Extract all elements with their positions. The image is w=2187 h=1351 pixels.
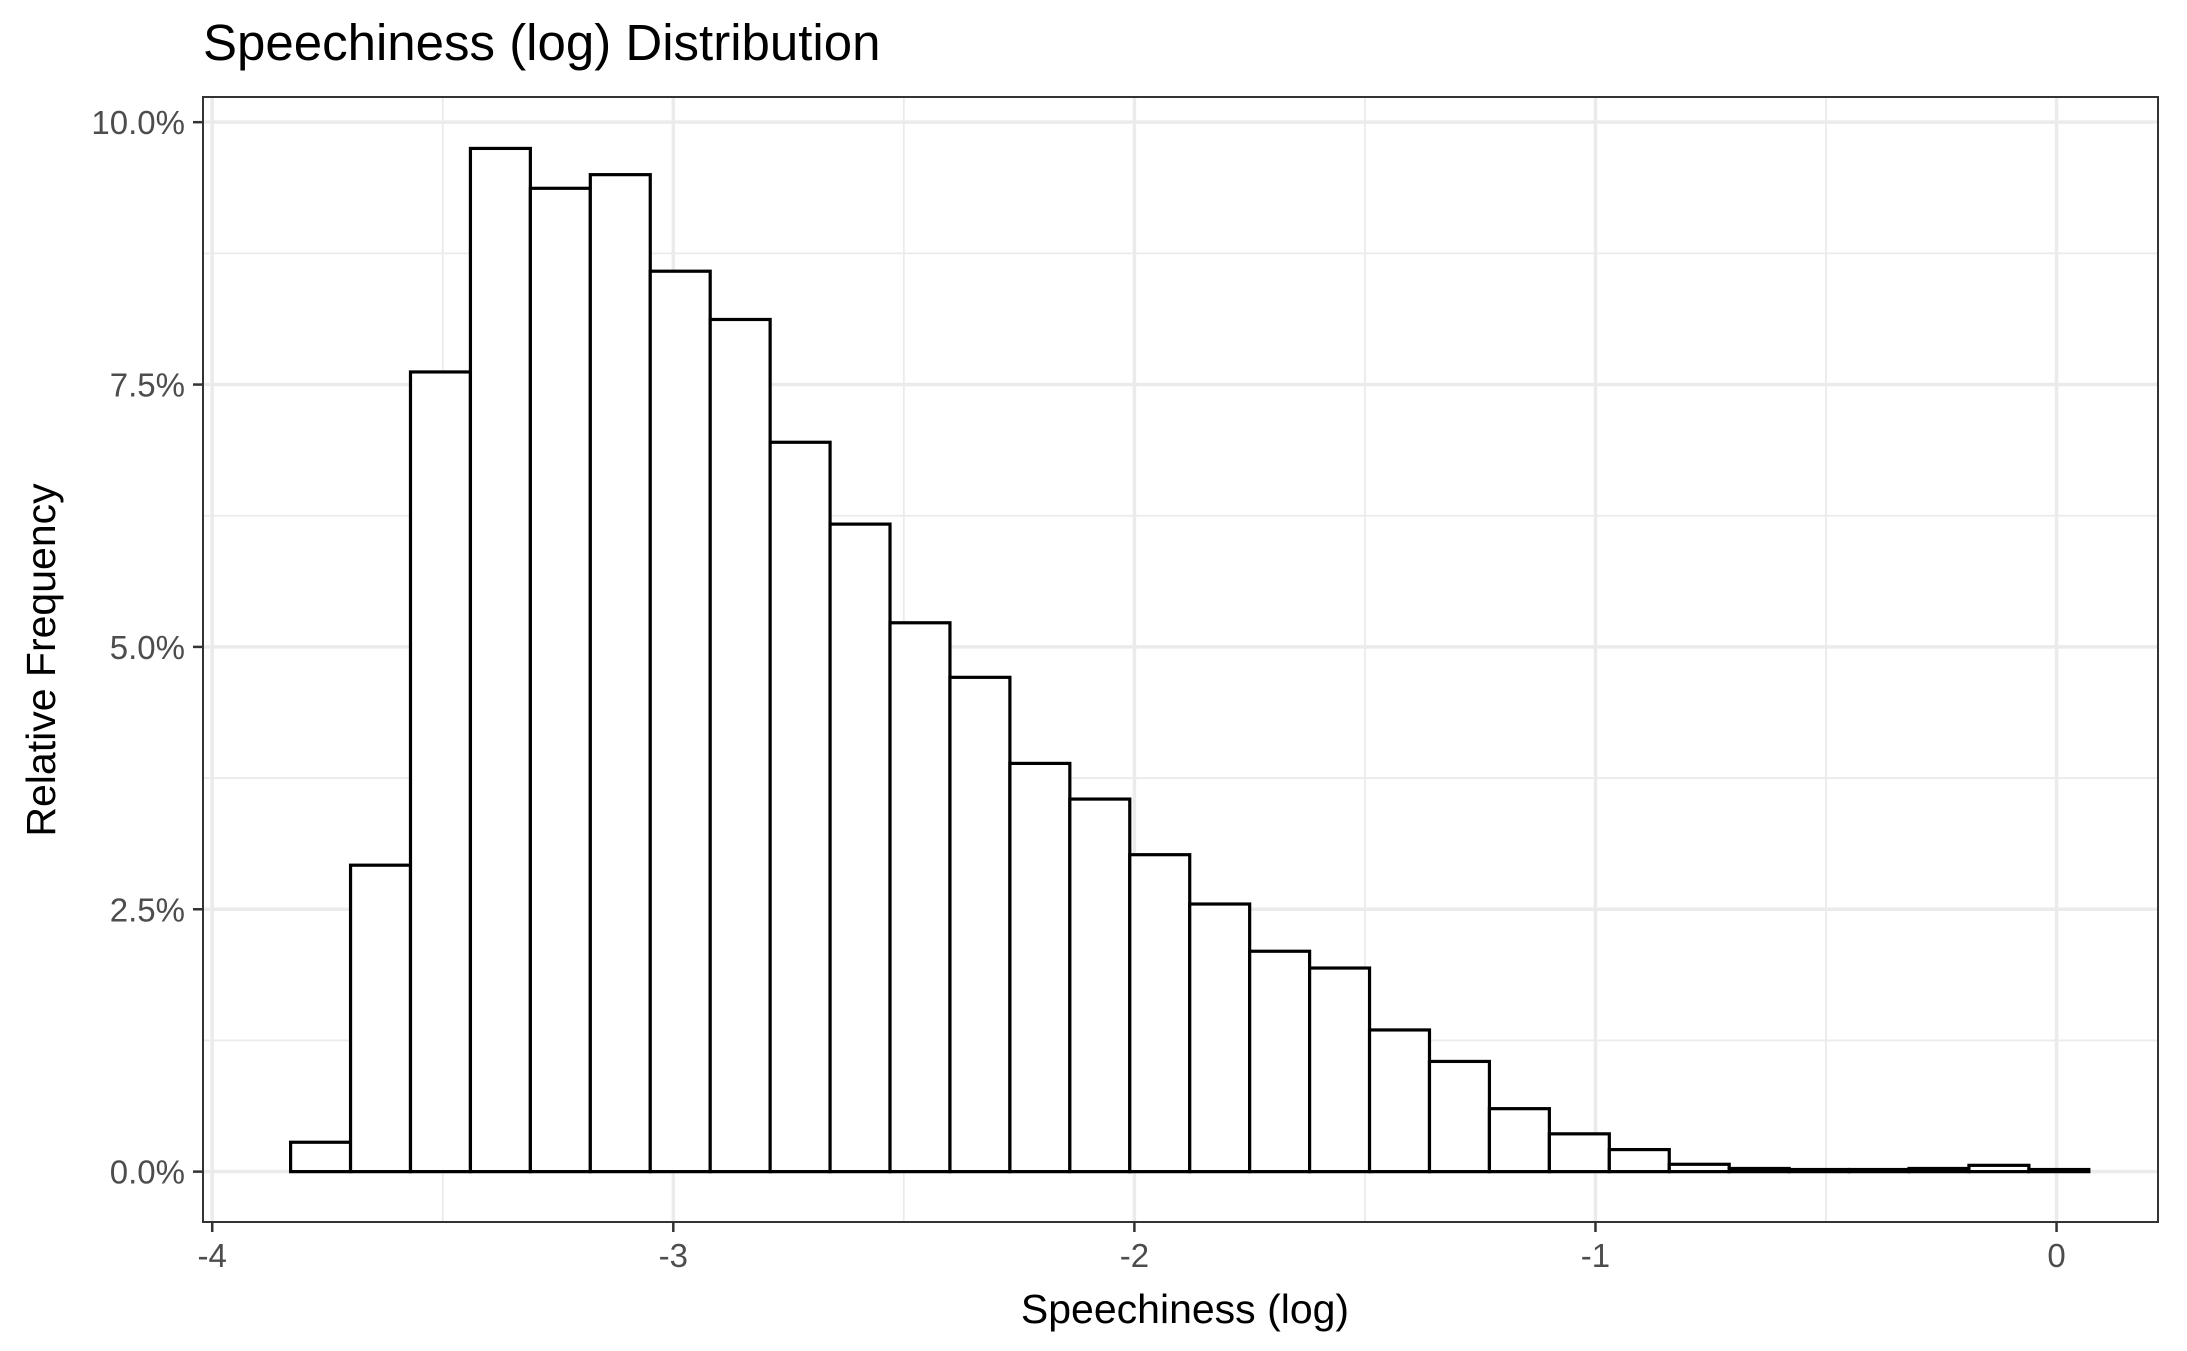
- panel-border: [202, 96, 2159, 1223]
- y-tick-label: 5.0%: [110, 629, 185, 666]
- x-axis-title: Speechiness (log): [1021, 1286, 1349, 1332]
- histogram-bar: [648, 269, 712, 1174]
- histogram-bar: [708, 317, 772, 1174]
- y-axis-title: Relative Frequency: [18, 483, 64, 837]
- y-tick-label: 2.5%: [110, 891, 185, 928]
- histogram-bar: [948, 675, 1012, 1174]
- histogram-bar: [289, 1140, 353, 1174]
- histogram-bar: [888, 621, 952, 1174]
- x-tick-label: -2: [1120, 1237, 1149, 1274]
- y-tick-label: 10.0%: [91, 104, 185, 141]
- histogram-bar: [768, 440, 832, 1174]
- histogram-bar: [1308, 966, 1372, 1174]
- histogram-bar: [408, 370, 473, 1174]
- histogram-bar: [828, 522, 892, 1174]
- histogram-bar: [1547, 1132, 1611, 1174]
- histogram-bar: [1188, 902, 1252, 1174]
- y-tick-label: 7.5%: [110, 367, 185, 404]
- histogram-bar: [528, 186, 592, 1174]
- histogram-bar: [1367, 1028, 1432, 1174]
- x-tick-label: -1: [1581, 1237, 1610, 1274]
- histogram-bar: [588, 173, 652, 1174]
- histogram-bar: [1847, 1167, 1911, 1174]
- histogram-bar: [348, 863, 413, 1174]
- histogram-bar: [1427, 1059, 1492, 1174]
- histogram-bar: [2027, 1167, 2091, 1174]
- histogram-bar: [1667, 1162, 1731, 1174]
- y-tick-label: 0.0%: [110, 1154, 185, 1191]
- histogram-bar: [1607, 1147, 1671, 1174]
- x-axis: -4 -3 -2 -1 0: [198, 1222, 2066, 1274]
- histogram-bar: [1907, 1166, 1971, 1174]
- chart-title: Speechiness (log) Distribution: [203, 14, 881, 71]
- x-tick-label: -3: [659, 1237, 688, 1274]
- histogram-bar: [1727, 1166, 1791, 1174]
- x-tick-label: -4: [198, 1237, 227, 1274]
- histogram-bar: [1787, 1167, 1851, 1174]
- histogram-bar: [1008, 761, 1072, 1174]
- histogram-bar: [1128, 853, 1192, 1174]
- y-axis: 0.0% 2.5% 5.0% 7.5% 10.0%: [91, 104, 203, 1191]
- x-tick-label: 0: [2047, 1237, 2065, 1274]
- histogram-bar: [1487, 1107, 1551, 1174]
- histogram-bar: [1967, 1163, 2031, 1174]
- histogram-bar: [1068, 797, 1132, 1174]
- histogram-bars: [289, 146, 2091, 1174]
- histogram-bar: [468, 146, 532, 1174]
- histogram-bar: [1248, 949, 1312, 1174]
